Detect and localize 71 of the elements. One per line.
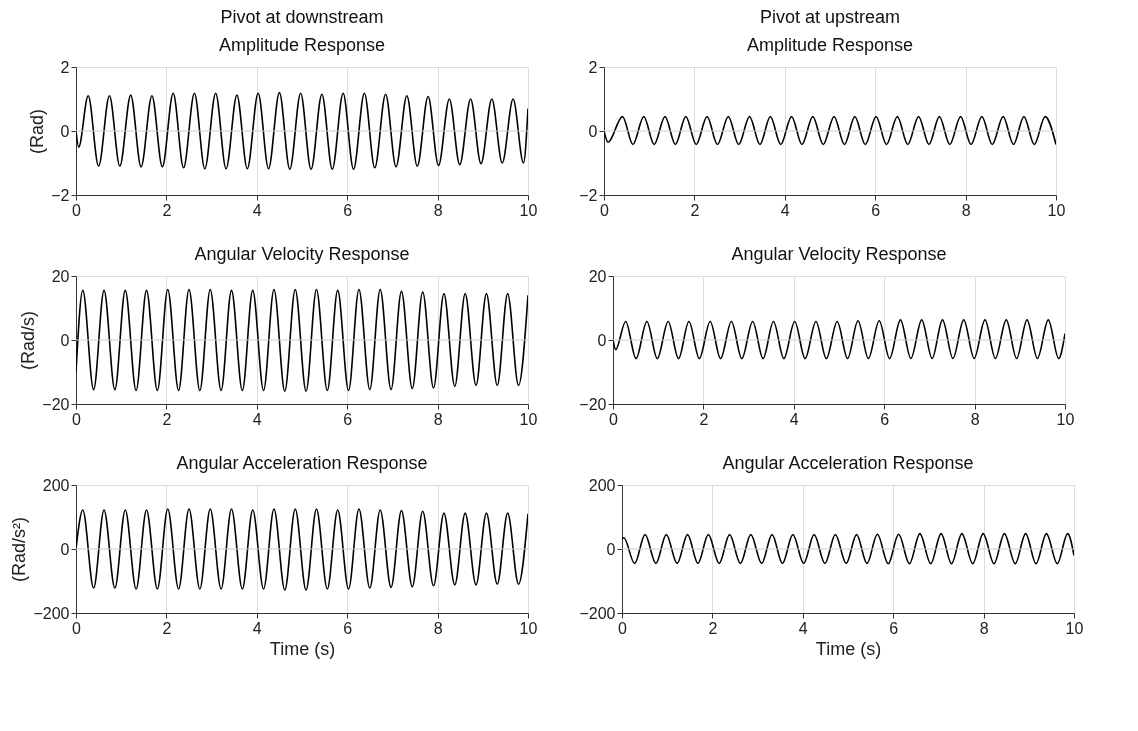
x-axis-title: Time (s) — [269, 638, 336, 659]
x-tick-label: 10 — [1056, 410, 1075, 428]
y-tick-label: −200 — [579, 604, 616, 622]
y-tick-label: −200 — [33, 604, 70, 622]
chart-title: Angular Acceleration Response — [176, 453, 428, 473]
y-tick-label: 20 — [51, 267, 70, 285]
x-tick-label: 8 — [433, 410, 443, 428]
y-tick-label: 0 — [60, 331, 70, 349]
line-series — [76, 91, 528, 171]
y-tick-label: −2 — [579, 186, 598, 204]
y-tick-label: 20 — [588, 267, 607, 285]
y-tick-label: 2 — [60, 58, 70, 76]
x-tick-label: 8 — [979, 619, 989, 637]
y-tick-label: 0 — [60, 540, 70, 558]
y-tick-label: 0 — [588, 122, 598, 140]
x-tick-label: 8 — [433, 619, 443, 637]
x-tick-label: 4 — [252, 201, 262, 219]
x-tick-label: 0 — [72, 201, 82, 219]
x-axis-title: Time (s) — [815, 638, 882, 659]
x-tick-label: 6 — [871, 201, 881, 219]
x-tick-label: 6 — [880, 410, 890, 428]
x-tick-label: 4 — [252, 619, 262, 637]
y-tick-label: −20 — [42, 395, 70, 413]
y-axis-title: (Rad/s) — [18, 310, 39, 371]
x-tick-label: 2 — [162, 201, 172, 219]
y-tick-label: 0 — [597, 331, 607, 349]
x-tick-label: 0 — [618, 619, 628, 637]
x-tick-label: 4 — [798, 619, 808, 637]
x-tick-label: 4 — [252, 410, 262, 428]
x-tick-label: 2 — [162, 410, 172, 428]
y-tick-label: −2 — [51, 186, 70, 204]
line-series — [622, 532, 1074, 565]
x-tick-label: 8 — [961, 201, 971, 219]
chart-title: Amplitude Response — [746, 35, 914, 55]
chart-title: Angular Acceleration Response — [722, 453, 974, 473]
y-tick-label: 0 — [60, 122, 70, 140]
x-tick-label: 2 — [162, 619, 172, 637]
x-tick-label: 6 — [343, 201, 353, 219]
chart-title: Angular Velocity Response — [731, 244, 947, 264]
x-tick-label: 2 — [699, 410, 709, 428]
y-tick-label: 200 — [42, 476, 70, 494]
x-tick-label: 6 — [343, 619, 353, 637]
line-series — [604, 115, 1056, 146]
y-tick-label: −20 — [579, 395, 607, 413]
x-tick-label: 6 — [343, 410, 353, 428]
text: Pivot at upstream — [759, 7, 901, 27]
x-tick-label: 6 — [889, 619, 899, 637]
chart-title: Angular Velocity Response — [194, 244, 410, 264]
x-tick-label: 8 — [433, 201, 443, 219]
x-tick-label: 8 — [970, 410, 980, 428]
x-tick-label: 0 — [72, 619, 82, 637]
line-series — [613, 319, 1065, 360]
chart-title: Amplitude Response — [218, 35, 386, 55]
x-tick-label: 2 — [708, 619, 718, 637]
text: Pivot at downstream — [220, 7, 384, 27]
x-tick-label: 0 — [72, 410, 82, 428]
line-series — [76, 288, 528, 392]
x-tick-label: 10 — [1047, 201, 1066, 219]
y-tick-label: 200 — [588, 476, 616, 494]
x-tick-label: 4 — [789, 410, 799, 428]
x-tick-label: 10 — [519, 201, 538, 219]
x-tick-label: 10 — [519, 410, 538, 428]
y-tick-label: 2 — [588, 58, 598, 76]
x-tick-label: 4 — [780, 201, 790, 219]
y-tick-label: 0 — [606, 540, 616, 558]
line-series — [76, 508, 528, 591]
x-tick-label: 2 — [690, 201, 700, 219]
y-axis-title: (Rad) — [27, 108, 48, 155]
x-tick-label: 10 — [1065, 619, 1084, 637]
x-tick-label: 10 — [519, 619, 538, 637]
y-axis-title: (Rad/s²) — [9, 516, 30, 583]
